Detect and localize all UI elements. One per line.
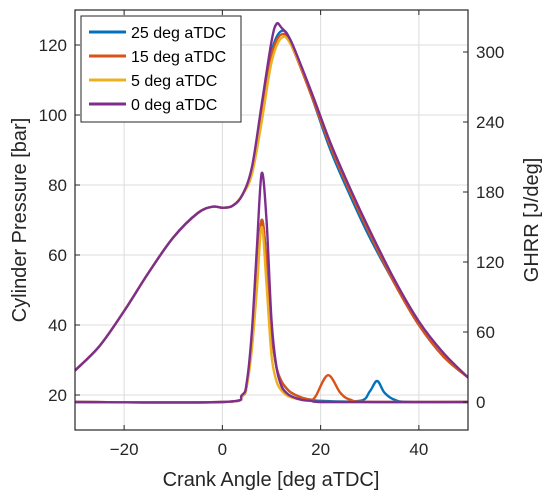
y-left-tick-label: 100: [39, 106, 67, 125]
x-tick-label: 40: [409, 440, 428, 459]
x-tick-label: −20: [110, 440, 139, 459]
y-axis-right-title: GHRR [J/deg]: [521, 158, 543, 282]
x-axis-title: Crank Angle [deg aTDC]: [163, 469, 380, 491]
legend-label-0deg: 0 deg aTDC: [131, 97, 217, 114]
x-tick-label: 20: [311, 440, 330, 459]
pressure-line-0-deg-atdc: [75, 21, 468, 379]
y-left-tick-label: 20: [48, 386, 67, 405]
series-group: [75, 21, 468, 404]
y-right-tick-label: 0: [476, 393, 485, 412]
legend-label-5deg: 5 deg aTDC: [131, 73, 217, 90]
axis-ticks: −20 0 20 40 20 40 60 80 100 120 0 60 120 180 240 300: [39, 10, 504, 459]
y-right-tick-label: 300: [476, 43, 504, 62]
ghrr-line-0-deg-atdc: [75, 171, 468, 404]
y-right-tick-label: 180: [476, 183, 504, 202]
y-right-tick-label: 240: [476, 113, 504, 132]
legend-label-25deg: 25 deg aTDC: [131, 25, 226, 42]
y-left-tick-label: 120: [39, 36, 67, 55]
legend-label-15deg: 15 deg aTDC: [131, 49, 226, 66]
y-left-tick-label: 80: [48, 176, 67, 195]
y-right-tick-label: 60: [476, 323, 495, 342]
y-left-tick-label: 60: [48, 246, 67, 265]
x-tick-label: 0: [218, 440, 227, 459]
plot-frame: [74, 9, 469, 431]
y-right-tick-label: 120: [476, 253, 504, 272]
y-axis-left-title: Cylinder Pressure [bar]: [9, 118, 31, 323]
y-left-tick-label: 40: [48, 316, 67, 335]
legend: 25 deg aTDC 15 deg aTDC 5 deg aTDC 0 deg…: [80, 15, 242, 123]
